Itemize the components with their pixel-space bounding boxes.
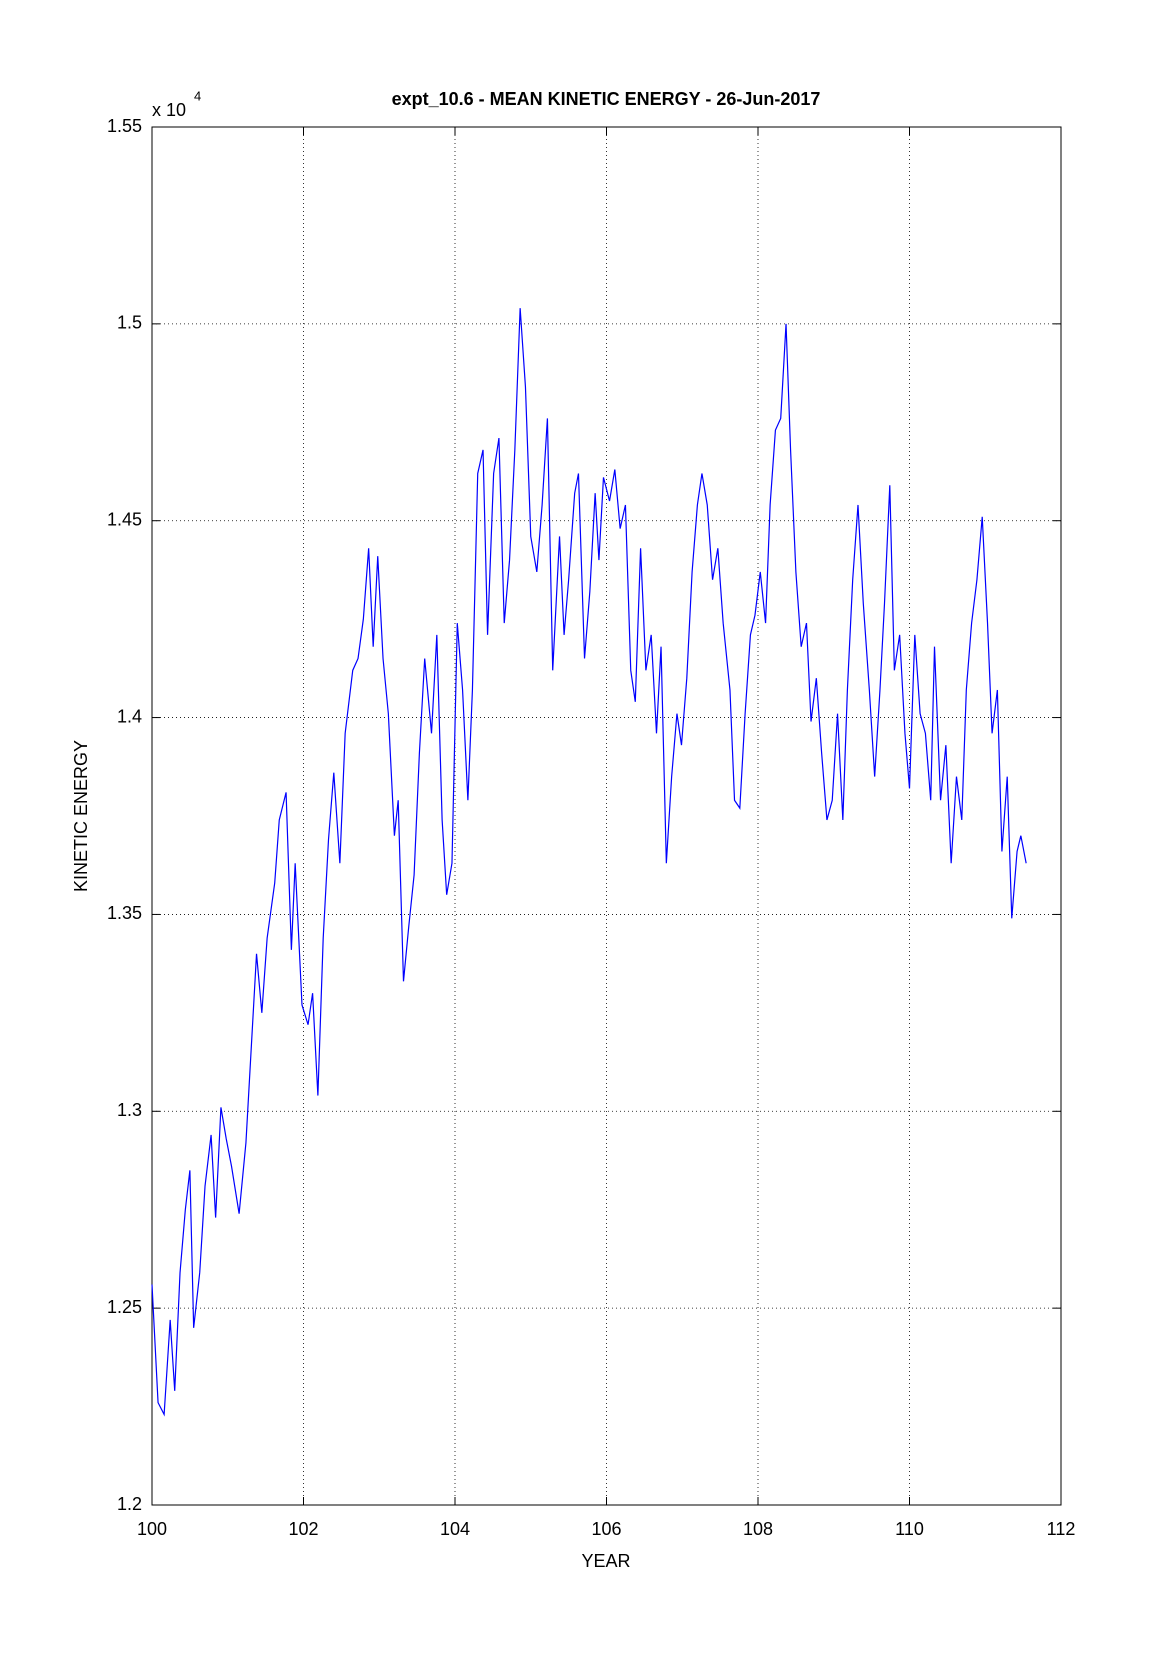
y-tick-label: 1.25 xyxy=(107,1297,142,1317)
y-multiplier: x 10 xyxy=(152,100,186,120)
y-tick-label: 1.3 xyxy=(117,1100,142,1120)
x-tick-label: 108 xyxy=(743,1519,773,1539)
y-tick-label: 1.45 xyxy=(107,509,142,529)
x-tick-label: 104 xyxy=(440,1519,470,1539)
y-tick-label: 1.2 xyxy=(117,1494,142,1514)
y-multiplier-exponent: 4 xyxy=(194,88,201,103)
chart-title: expt_10.6 - MEAN KINETIC ENERGY - 26-Jun… xyxy=(392,89,821,109)
y-axis-title: KINETIC ENERGY xyxy=(71,740,91,892)
x-tick-label: 110 xyxy=(895,1519,924,1539)
x-tick-label: 100 xyxy=(137,1519,167,1539)
x-tick-label: 102 xyxy=(288,1519,318,1539)
y-tick-label: 1.4 xyxy=(117,706,142,726)
y-tick-label: 1.5 xyxy=(117,313,142,333)
x-tick-label: 112 xyxy=(1047,1519,1076,1539)
x-tick-label: 106 xyxy=(591,1519,621,1539)
plot-frame xyxy=(151,126,1062,1506)
x-axis-title: YEAR xyxy=(581,1551,630,1571)
y-tick-label: 1.55 xyxy=(107,116,142,136)
data-line xyxy=(151,308,1027,1417)
y-tick-label: 1.35 xyxy=(107,903,142,923)
